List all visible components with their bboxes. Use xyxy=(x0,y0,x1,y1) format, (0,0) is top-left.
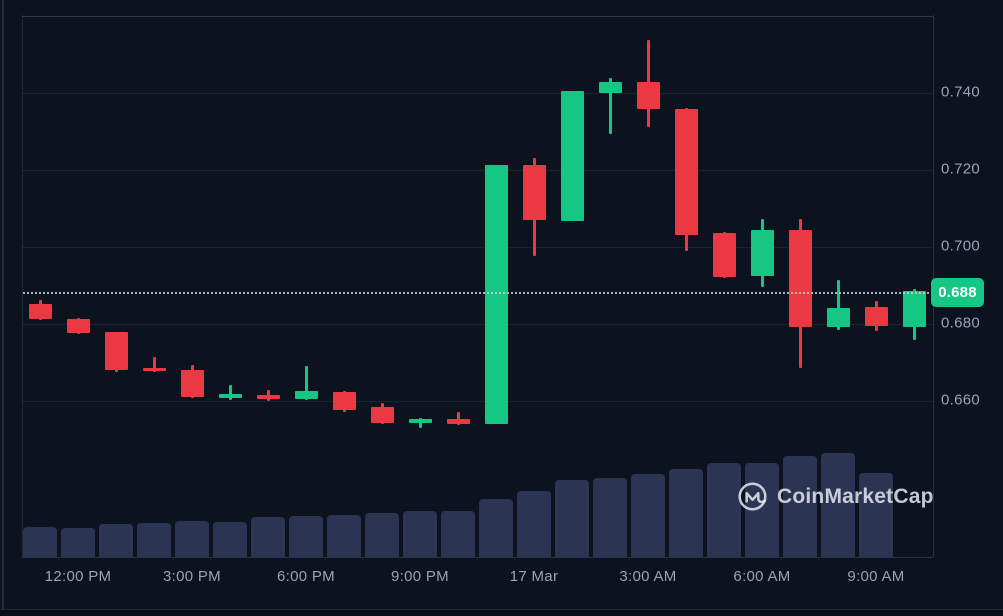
gridline xyxy=(22,16,933,17)
gridline xyxy=(22,170,933,171)
gridline xyxy=(22,324,933,325)
bottom-strip xyxy=(0,610,1003,616)
x-axis-label: 9:00 PM xyxy=(391,568,449,585)
gridline xyxy=(22,247,933,248)
candle-down[interactable] xyxy=(522,164,546,221)
volume-bar[interactable] xyxy=(555,480,589,557)
y-axis-label: 0.660 xyxy=(941,391,981,409)
candle-up[interactable] xyxy=(218,394,242,398)
candle-up[interactable] xyxy=(560,91,584,221)
candle-wick-up[interactable] xyxy=(608,77,612,134)
volume-bar[interactable] xyxy=(783,456,817,557)
x-axis-label: 3:00 AM xyxy=(619,568,677,585)
candle-down[interactable] xyxy=(864,307,888,326)
x-axis-label: 3:00 PM xyxy=(163,568,221,585)
volume-bar[interactable] xyxy=(707,463,741,557)
plot-left-border xyxy=(22,15,23,557)
volume-bar[interactable] xyxy=(821,453,855,557)
candle-wick-down[interactable] xyxy=(152,357,156,372)
coinmarketcap-watermark-text: CoinMarketCap xyxy=(777,484,934,508)
current-price-badge: 0.688 xyxy=(931,278,984,308)
candle-down[interactable] xyxy=(104,332,128,370)
coinmarketcap-logo-icon xyxy=(737,481,768,512)
volume-bar[interactable] xyxy=(479,499,513,557)
candle-down[interactable] xyxy=(446,419,470,425)
volume-bar[interactable] xyxy=(23,527,57,557)
candle-down[interactable] xyxy=(712,233,736,277)
volume-bar[interactable] xyxy=(137,523,171,557)
gridline xyxy=(22,93,933,94)
x-axis-label: 6:00 AM xyxy=(733,568,791,585)
volume-bar[interactable] xyxy=(403,511,437,557)
current-price-line xyxy=(23,292,933,295)
candle-down[interactable] xyxy=(370,407,394,423)
candle-down[interactable] xyxy=(28,303,52,319)
candle-down[interactable] xyxy=(142,367,166,371)
candle-down[interactable] xyxy=(66,318,90,333)
y-axis-label: 0.720 xyxy=(941,160,981,178)
candle-up[interactable] xyxy=(294,390,318,400)
y-axis-label: 0.740 xyxy=(941,83,981,101)
time-axis-baseline xyxy=(22,557,933,558)
volume-bar[interactable] xyxy=(61,528,95,557)
coinmarketcap-watermark: CoinMarketCap xyxy=(737,481,934,512)
bottom-divider xyxy=(0,609,1003,610)
candle-up[interactable] xyxy=(484,164,508,425)
candle-wick-up[interactable] xyxy=(304,365,308,400)
candle-wick-up[interactable] xyxy=(836,280,840,331)
x-axis-label: 12:00 PM xyxy=(44,568,112,585)
volume-bar[interactable] xyxy=(669,469,703,557)
window-left-border xyxy=(2,0,4,616)
candle-down[interactable] xyxy=(256,394,280,400)
volume-bar[interactable] xyxy=(175,521,209,557)
candle-down[interactable] xyxy=(788,230,812,328)
candle-wick-down[interactable] xyxy=(456,412,460,425)
candle-down[interactable] xyxy=(180,369,204,398)
volume-bar[interactable] xyxy=(365,513,399,557)
volume-bar[interactable] xyxy=(859,473,893,557)
x-axis-label: 9:00 AM xyxy=(847,568,905,585)
x-axis-label: 6:00 PM xyxy=(277,568,335,585)
volume-bar[interactable] xyxy=(631,474,665,557)
volume-bar[interactable] xyxy=(251,517,285,557)
candle-wick-up[interactable] xyxy=(418,417,422,428)
y-axis-label: 0.680 xyxy=(941,314,981,332)
candle-up[interactable] xyxy=(598,81,622,93)
volume-bar[interactable] xyxy=(213,522,247,557)
x-axis-label: 17 Mar xyxy=(509,568,559,585)
candle-up[interactable] xyxy=(750,230,774,276)
volume-bar[interactable] xyxy=(517,491,551,557)
volume-bar[interactable] xyxy=(289,516,323,557)
candle-up[interactable] xyxy=(826,307,850,328)
volume-bar[interactable] xyxy=(99,524,133,557)
candle-up[interactable] xyxy=(902,290,926,328)
candle-down[interactable] xyxy=(332,392,356,410)
volume-bar[interactable] xyxy=(441,511,475,557)
candle-wick-up[interactable] xyxy=(228,384,232,400)
volume-bar[interactable] xyxy=(593,478,627,557)
y-axis-label: 0.700 xyxy=(941,237,981,255)
volume-bar[interactable] xyxy=(327,515,361,557)
candle-down[interactable] xyxy=(636,81,660,110)
gridline xyxy=(22,401,933,402)
candle-down[interactable] xyxy=(674,109,698,236)
candle-up[interactable] xyxy=(408,419,432,423)
